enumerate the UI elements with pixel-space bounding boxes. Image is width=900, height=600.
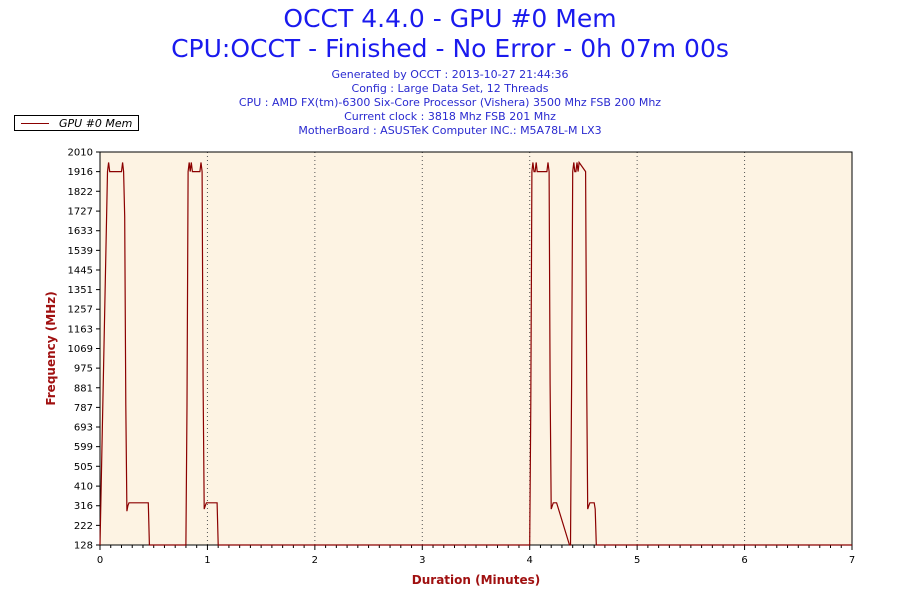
x-tick-label: 4 bbox=[527, 555, 533, 566]
y-tick-label: 1257 bbox=[68, 305, 93, 316]
x-tick-label: 5 bbox=[634, 555, 640, 566]
chart-header: OCCT 4.4.0 - GPU #0 Mem CPU:OCCT - Finis… bbox=[0, 4, 900, 138]
y-tick-label: 1069 bbox=[68, 344, 93, 355]
x-tick-label: 6 bbox=[741, 555, 747, 566]
x-tick-label: 1 bbox=[204, 555, 210, 566]
y-tick-label: 975 bbox=[74, 364, 93, 375]
y-tick-label: 1351 bbox=[68, 285, 93, 296]
y-tick-label: 787 bbox=[74, 403, 93, 414]
y-tick-label: 2010 bbox=[68, 148, 93, 159]
y-tick-label: 1822 bbox=[68, 187, 93, 198]
y-tick-label: 1163 bbox=[68, 324, 93, 335]
x-axis-title: Duration (Minutes) bbox=[412, 573, 540, 587]
legend-label: GPU #0 Mem bbox=[59, 116, 133, 130]
chart-title: OCCT 4.4.0 - GPU #0 Mem bbox=[283, 4, 617, 33]
x-tick-label: 0 bbox=[97, 555, 103, 566]
y-tick-label: 1633 bbox=[68, 226, 93, 237]
info-cpu: CPU : AMD FX(tm)-6300 Six-Core Processor… bbox=[238, 96, 662, 109]
info-generated: Generated by OCCT : 2013-10-27 21:44:36 bbox=[331, 68, 569, 81]
legend-swatch bbox=[21, 122, 49, 124]
info-current-clock: Current clock : 3818 Mhz FSB 201 Mhz bbox=[344, 110, 556, 123]
y-tick-label: 128 bbox=[74, 541, 93, 552]
y-tick-label: 1445 bbox=[68, 265, 93, 276]
y-tick-label: 881 bbox=[74, 383, 93, 394]
y-tick-label: 1916 bbox=[68, 167, 93, 178]
y-tick-label: 505 bbox=[74, 462, 93, 473]
y-tick-label: 1539 bbox=[68, 246, 93, 257]
chart-subtitle: CPU:OCCT - Finished - No Error - 0h 07m … bbox=[171, 34, 729, 63]
y-tick-label: 1727 bbox=[68, 207, 93, 218]
x-tick-label: 2 bbox=[312, 555, 318, 566]
y-tick-label: 599 bbox=[74, 442, 93, 453]
y-tick-label: 693 bbox=[74, 423, 93, 434]
y-axis-title: Frequency (MHz) bbox=[44, 291, 58, 405]
info-motherboard: MotherBoard : ASUSTeK Computer INC.: M5A… bbox=[298, 124, 602, 137]
plot-area bbox=[100, 152, 852, 545]
y-tick-label: 410 bbox=[74, 482, 93, 493]
chart-legend: GPU #0 Mem bbox=[14, 115, 139, 131]
info-config: Config : Large Data Set, 12 Threads bbox=[351, 82, 549, 95]
y-tick-label: 222 bbox=[74, 521, 93, 532]
x-tick-label: 3 bbox=[419, 555, 425, 566]
x-tick-label: 7 bbox=[849, 555, 855, 566]
series-line-gpu-0-mem bbox=[99, 160, 852, 546]
y-tick-label: 316 bbox=[74, 501, 93, 512]
